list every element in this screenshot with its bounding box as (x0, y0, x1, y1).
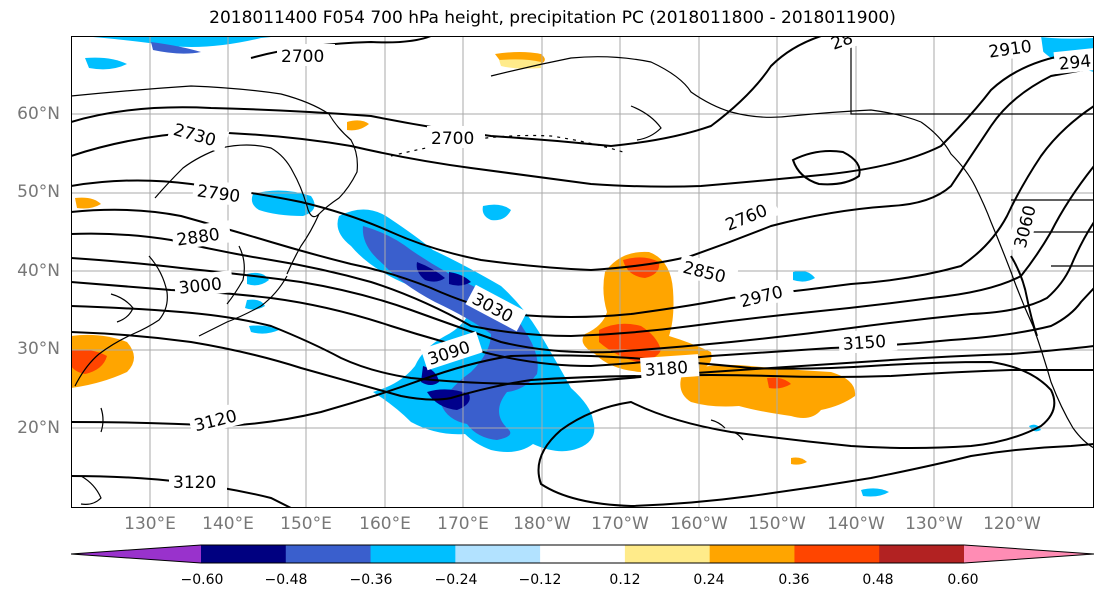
lat-label-30n: 30°N (17, 339, 60, 359)
contour-label: 3180 (640, 354, 700, 381)
colorbar-bin (964, 545, 1094, 563)
lon-label: 130°E (124, 514, 176, 534)
contour-label: 294 (1053, 48, 1094, 75)
coastlines (71, 36, 1094, 505)
lat-label-40n: 40°N (17, 261, 60, 281)
lon-label: 150°W (748, 514, 806, 534)
lon-label: 170°E (437, 514, 489, 534)
lon-label: 140°E (202, 514, 254, 534)
map-panel: 2700 2730 2700 2790 2880 3000 (71, 36, 1094, 508)
lat-label-60n: 60°N (17, 104, 60, 124)
svg-text:3120: 3120 (173, 473, 216, 493)
contour-label: 3000 (173, 270, 234, 299)
colorbar-tick-label: −0.48 (264, 572, 308, 588)
colorbar-bin (201, 545, 287, 563)
lon-label: 140°W (827, 514, 885, 534)
lon-label: 160°W (670, 514, 728, 534)
contour-label: 3150 (838, 328, 898, 355)
colorbar-bin (455, 545, 541, 563)
colorbar-tick-label: −0.12 (518, 572, 562, 588)
colorbar (71, 544, 1094, 564)
svg-text:3180: 3180 (644, 358, 689, 381)
colorbar-bin (370, 545, 456, 563)
lon-label: 180°W (513, 514, 571, 534)
colorbar-bin (71, 545, 201, 563)
svg-text:3150: 3150 (842, 332, 887, 355)
lon-label: 120°W (983, 514, 1041, 534)
colorbar-tick-label: −0.36 (349, 572, 393, 588)
svg-text:294: 294 (1058, 51, 1092, 74)
colorbar-tick-label: 0.24 (693, 572, 725, 588)
colorbar-bin (624, 545, 711, 563)
contour-label: 3120 (169, 470, 227, 493)
lon-label: 130°W (905, 514, 963, 534)
lon-label: 150°E (280, 514, 332, 534)
colorbar-tick-label: 0.12 (609, 572, 641, 588)
colorbar-tick-label: −0.24 (434, 572, 478, 588)
svg-text:2700: 2700 (281, 47, 324, 67)
colorbar-tick-label: 0.48 (862, 572, 894, 588)
colorbar-bin (285, 545, 372, 563)
lat-label-20n: 20°N (17, 418, 60, 438)
colorbar-bin (540, 545, 626, 563)
lon-label: 160°E (359, 514, 411, 534)
colorbar-tick-label: 0.36 (778, 572, 810, 588)
chart-title: 2018011400 F054 700 hPa height, precipit… (209, 8, 896, 28)
svg-text:3000: 3000 (178, 274, 223, 298)
lat-label-50n: 50°N (17, 182, 60, 202)
colorbar-bin (794, 545, 880, 563)
contour-label: 2700 (427, 126, 485, 149)
contour-label: 2700 (277, 44, 335, 67)
lon-label: 170°W (591, 514, 649, 534)
colorbar-bin (879, 545, 965, 563)
colorbar-tick-label: −0.60 (180, 572, 224, 588)
svg-text:2700: 2700 (431, 129, 474, 149)
colorbar-bin (709, 545, 795, 563)
colorbar-tick-label: 0.60 (947, 572, 979, 588)
colorbar-outline (71, 544, 1094, 564)
